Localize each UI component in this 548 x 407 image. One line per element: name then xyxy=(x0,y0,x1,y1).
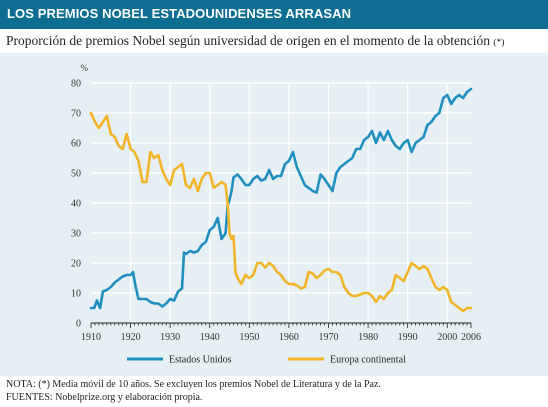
y-tick-label-30: 30 xyxy=(71,229,81,240)
x-tick-label-1910: 1910 xyxy=(81,332,101,343)
y-tick-label-80: 80 xyxy=(71,79,81,90)
y-tick-label-50: 50 xyxy=(71,169,81,180)
chart-panel: 0 10 20 30 40 50 60 70 80% 1910 1920 1930 1940 1950 1… xyxy=(0,53,548,376)
sources-text: FUENTES: Nobelprize.org y elaboración pr… xyxy=(6,391,203,403)
x-tick-label-1990: 1990 xyxy=(398,332,418,343)
x-tick-label-2006: 2006 xyxy=(461,332,481,343)
legend: Estados Unidos Europa continental xyxy=(127,355,406,366)
chart-subtitle: Proporción de premios Nobel según univer… xyxy=(6,33,504,49)
y-tick-label-40: 40 xyxy=(71,199,81,210)
x-tick-label-1980: 1980 xyxy=(358,332,378,343)
series-line-europa-continental xyxy=(89,111,473,313)
chart-title: LOS PREMIOS NOBEL ESTADOUNIDENSES ARRASA… xyxy=(7,6,352,21)
subtitle-text: Proporción de premios Nobel según univer… xyxy=(6,33,491,48)
y-tick-label-70: 70 xyxy=(71,109,81,120)
footnotes: NOTA: (*) Media móvil de 10 años. Se exc… xyxy=(6,379,381,404)
header-bar: LOS PREMIOS NOBEL ESTADOUNIDENSES ARRASA… xyxy=(0,0,548,29)
x-tick-label-1950: 1950 xyxy=(239,332,259,343)
x-tick-label-1940: 1940 xyxy=(200,332,220,343)
grid-lines xyxy=(91,82,471,323)
y-axis: 0 10 20 30 40 50 60 70 80% xyxy=(71,63,89,330)
x-tick-label-1930: 1930 xyxy=(160,332,180,343)
y-tick-label-10: 10 xyxy=(71,289,81,300)
x-tick-label-1960: 1960 xyxy=(279,332,299,343)
plot-area xyxy=(89,87,473,313)
x-tick-label-2000: 2000 xyxy=(437,332,457,343)
x-tick-label-1920: 1920 xyxy=(121,332,141,343)
legend-label-estados-unidos: Estados Unidos xyxy=(169,355,232,366)
series-line-estados-unidos xyxy=(89,87,473,310)
legend-label-europa-continental: Europa continental xyxy=(330,355,406,366)
y-tick-label-0: 0 xyxy=(76,319,81,330)
x-tick-label-1970: 1970 xyxy=(319,332,339,343)
subtitle-footnote-mark: (*) xyxy=(493,38,505,48)
x-axis: 1910 1920 1930 1940 1950 1960 1970 1980 1990 2000… xyxy=(81,322,481,343)
note-text: NOTA: (*) Media móvil de 10 años. Se exc… xyxy=(6,379,381,390)
y-tick-label-60: 60 xyxy=(71,139,81,150)
y-tick-label-20: 20 xyxy=(71,259,81,270)
y-unit-label: % xyxy=(81,63,89,73)
